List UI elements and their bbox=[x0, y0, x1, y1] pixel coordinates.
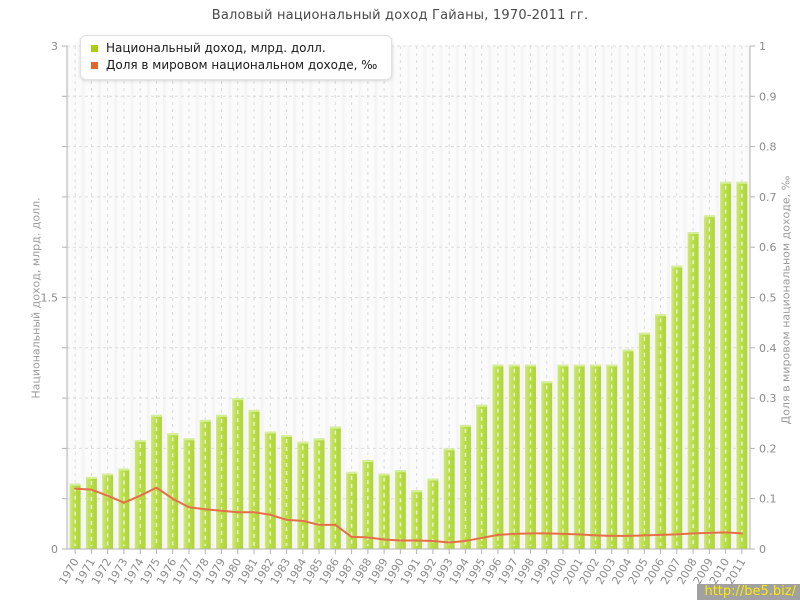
bar-cap bbox=[411, 490, 423, 493]
bar-cap bbox=[134, 440, 146, 443]
column-band bbox=[426, 46, 440, 549]
chart-title: Валовый национальный доход Гайаны, 1970-… bbox=[211, 8, 589, 23]
bar-cap bbox=[590, 364, 602, 367]
bar-cap bbox=[557, 364, 569, 367]
bar-cap bbox=[606, 364, 618, 367]
bar-cap bbox=[281, 434, 293, 437]
bar-cap bbox=[215, 414, 227, 417]
bar-cap bbox=[118, 468, 130, 471]
column-band bbox=[166, 46, 180, 549]
bar-cap bbox=[459, 424, 471, 427]
bar-cap bbox=[622, 349, 634, 352]
left-tick-label: 0 bbox=[51, 543, 58, 556]
bar-cap bbox=[427, 478, 439, 481]
bar-1999[interactable] bbox=[541, 381, 553, 549]
bar-cap bbox=[150, 414, 162, 417]
legend-item-share[interactable]: Доля в мировом национальном доходе, ‰ bbox=[91, 57, 377, 74]
column-band bbox=[442, 46, 456, 549]
bar-cap bbox=[524, 364, 536, 367]
bar-cap bbox=[492, 364, 504, 367]
bar-cap bbox=[346, 471, 358, 474]
legend-marker-share-icon bbox=[91, 62, 98, 69]
bar-1976[interactable] bbox=[167, 433, 179, 549]
bar-1975[interactable] bbox=[150, 414, 162, 549]
bar-cap bbox=[248, 409, 260, 412]
bar-1992[interactable] bbox=[427, 478, 439, 549]
bar-2004[interactable] bbox=[622, 349, 634, 549]
right-tick-label: 1 bbox=[759, 40, 766, 53]
right-tick-label: 0.4 bbox=[759, 342, 777, 355]
bar-cap bbox=[638, 332, 650, 335]
column-band bbox=[280, 46, 294, 549]
right-tick-label: 0.5 bbox=[759, 292, 777, 305]
bar-cap bbox=[736, 181, 748, 184]
bars-series bbox=[69, 181, 748, 550]
column-band bbox=[393, 46, 407, 549]
bar-cap bbox=[362, 460, 374, 463]
plot-area bbox=[67, 46, 750, 549]
bar-1980[interactable] bbox=[232, 398, 244, 549]
share-line bbox=[74, 486, 743, 544]
bar-cap bbox=[573, 364, 585, 367]
right-tick-label: 0.7 bbox=[759, 191, 777, 204]
right-tick-label: 0.9 bbox=[759, 90, 777, 103]
bar-cap bbox=[297, 441, 309, 444]
bar-cap bbox=[167, 433, 179, 436]
right-tick-label: 0 bbox=[759, 543, 766, 556]
bar-cap bbox=[703, 215, 715, 218]
bar-cap bbox=[394, 470, 406, 473]
watermark-link[interactable]: http://be5.biz/ bbox=[697, 584, 800, 600]
bar-cap bbox=[69, 483, 81, 486]
right-tick-label: 0.8 bbox=[759, 141, 777, 154]
right-tick-label: 0.2 bbox=[759, 442, 777, 455]
left-axis-title: Национальный доход, млрд. долл. bbox=[29, 197, 43, 399]
bar-cap bbox=[232, 398, 244, 401]
bar-cap bbox=[199, 419, 211, 422]
legend-label-share: Доля в мировом национальном доходе, ‰ bbox=[106, 58, 378, 72]
bar-1982[interactable] bbox=[264, 431, 276, 549]
right-tick-label: 0.3 bbox=[759, 392, 777, 405]
axes bbox=[62, 45, 755, 554]
bar-cap bbox=[443, 448, 455, 451]
right-tick-label: 0.1 bbox=[759, 493, 777, 506]
bar-cap bbox=[85, 476, 97, 479]
column-band bbox=[263, 46, 277, 549]
bar-cap bbox=[655, 314, 667, 317]
bar-cap bbox=[687, 232, 699, 235]
column-band bbox=[328, 46, 342, 549]
bar-1979[interactable] bbox=[215, 414, 227, 549]
bar-1983[interactable] bbox=[281, 434, 293, 549]
bar-1978[interactable] bbox=[199, 419, 211, 549]
bar-cap bbox=[671, 265, 683, 268]
bar-1970[interactable] bbox=[69, 483, 81, 549]
legend-item-income[interactable]: Национальный доход, млрд. долл. bbox=[91, 40, 377, 57]
bar-cap bbox=[508, 364, 520, 367]
bar-1993[interactable] bbox=[443, 448, 455, 549]
bar-cap bbox=[720, 181, 732, 184]
tick-labels: 01.5300.10.20.30.40.50.60.70.80.91197019… bbox=[41, 40, 777, 587]
left-tick-label: 1.5 bbox=[41, 292, 59, 305]
bar-1995[interactable] bbox=[476, 404, 488, 549]
bar-cap bbox=[378, 473, 390, 476]
bar-cap bbox=[541, 381, 553, 384]
bar-cap bbox=[313, 438, 325, 441]
bar-cap bbox=[476, 404, 488, 407]
legend: Национальный доход, млрд. долл. Доля в м… bbox=[80, 35, 393, 80]
column-band bbox=[377, 46, 391, 549]
bar-cap bbox=[102, 473, 114, 476]
legend-label-income: Национальный доход, млрд. долл. bbox=[106, 41, 326, 55]
right-tick-label: 0.6 bbox=[759, 241, 777, 254]
bar-cap bbox=[264, 431, 276, 434]
bar-cap bbox=[183, 438, 195, 441]
left-tick-label: 3 bbox=[51, 40, 58, 53]
column-band bbox=[101, 46, 115, 549]
bar-1973[interactable] bbox=[118, 468, 130, 549]
legend-marker-income-icon bbox=[91, 45, 98, 52]
bar-cap bbox=[329, 426, 341, 429]
right-axis-title: Доля в мировом национальном доходе, ‰ bbox=[779, 175, 793, 425]
